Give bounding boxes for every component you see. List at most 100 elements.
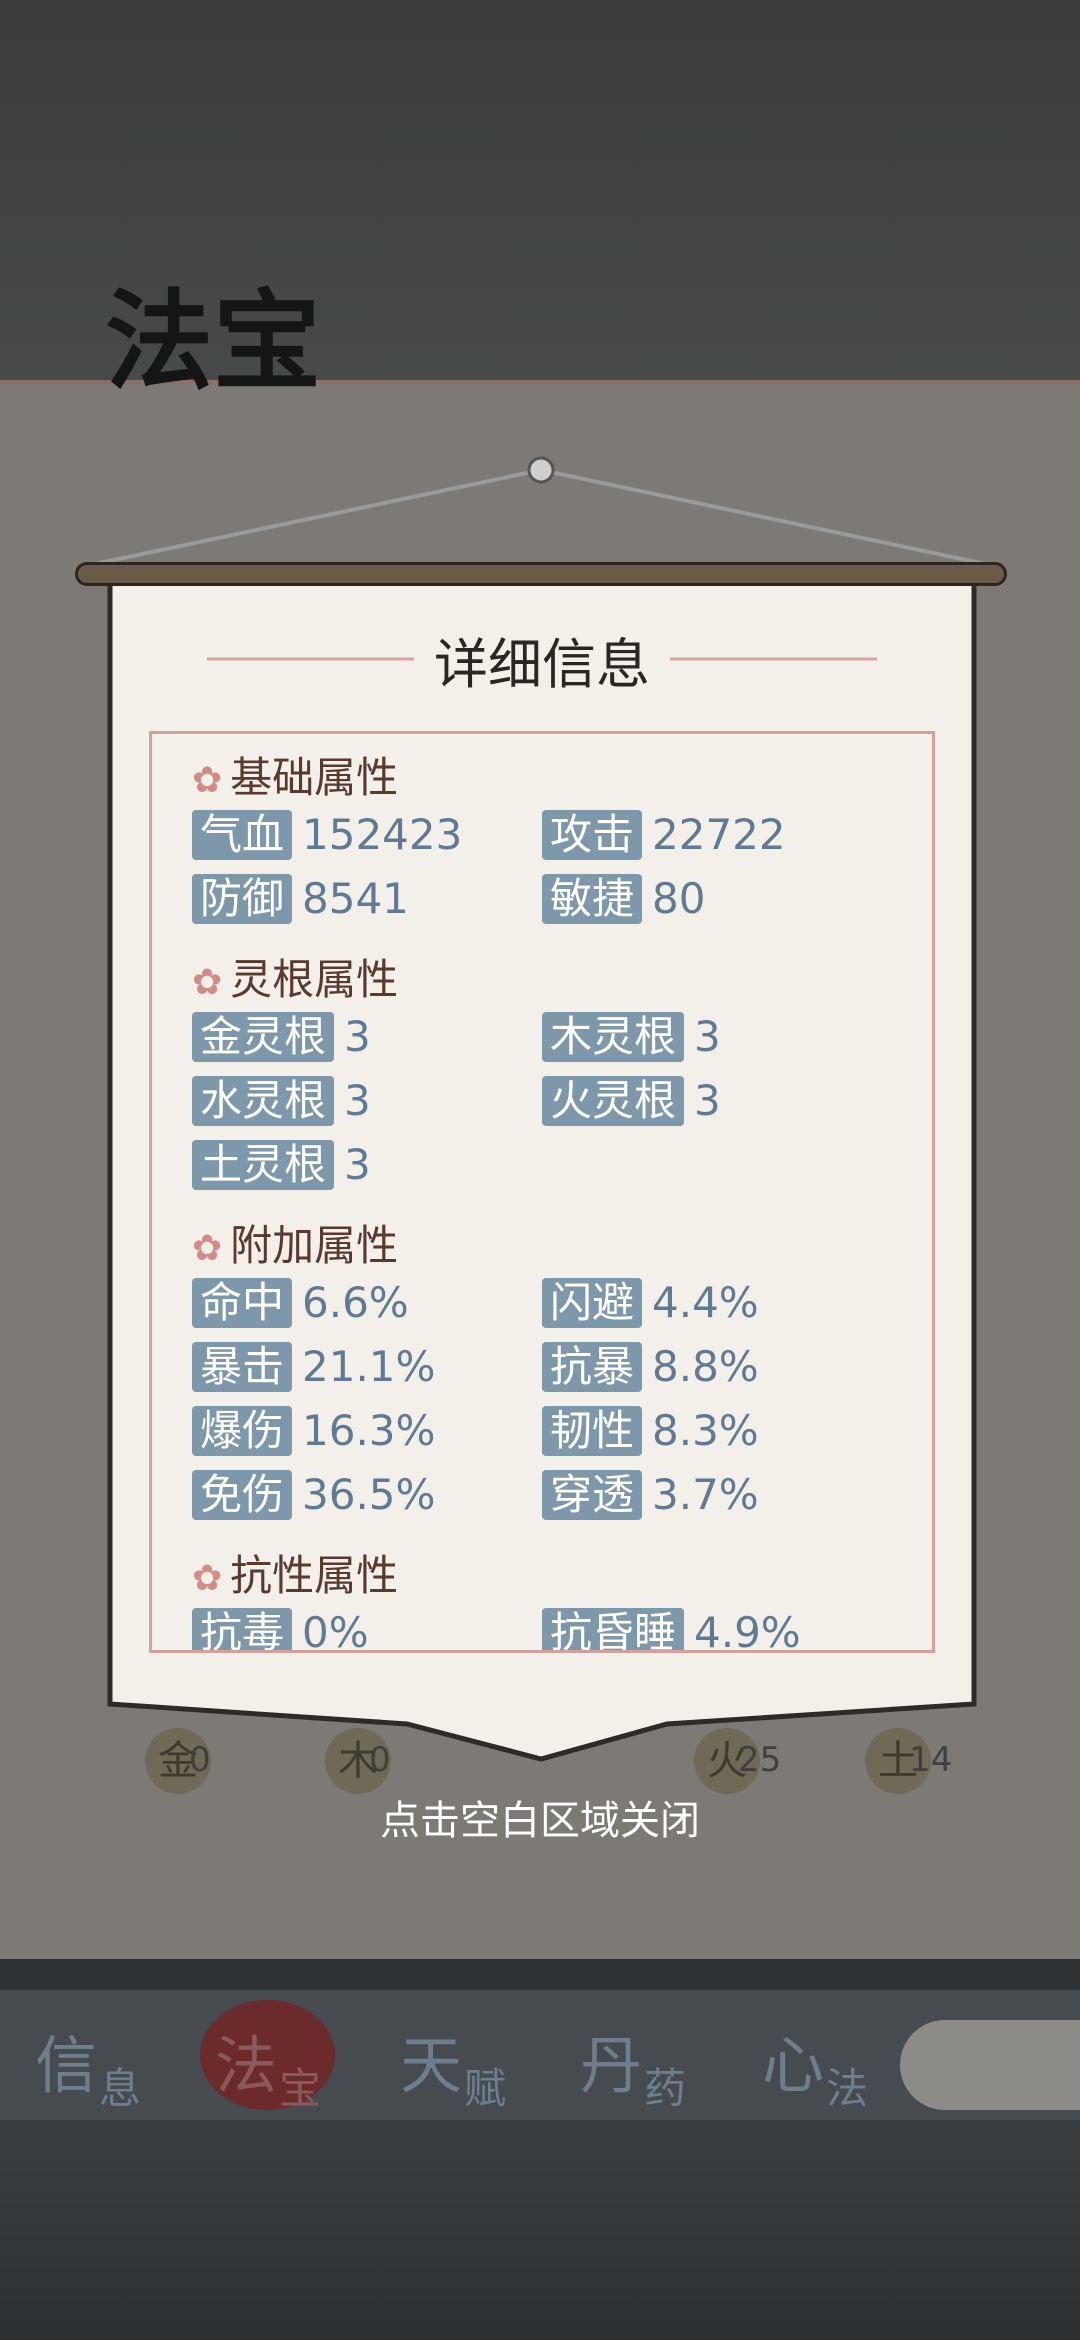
attribute-label: 抗暴 xyxy=(542,1342,643,1392)
nail xyxy=(527,456,555,484)
active-tab-highlight xyxy=(200,2000,335,2110)
attribute-value: 3.7% xyxy=(652,1470,759,1519)
back-button[interactable] xyxy=(900,2020,1080,2110)
element-count: 0 xyxy=(369,1740,391,1780)
attribute-label: 抗昏睡 xyxy=(542,1608,685,1650)
section-header: ✿ 附加属性 xyxy=(192,1212,398,1273)
attribute-value: 3 xyxy=(344,1140,371,1189)
attribute-value: 21.1% xyxy=(302,1342,436,1391)
top-background xyxy=(0,0,1080,380)
attribute-label: 水灵根 xyxy=(192,1076,335,1126)
tab[interactable]: 信息 xyxy=(35,2015,195,2113)
dialog-title-text: 详细信息 xyxy=(414,633,670,696)
tab-main: 法 xyxy=(215,2029,278,2102)
attribute-value: 8.8% xyxy=(652,1342,759,1391)
attribute-box: ✿ 基础属性 气血 152423 攻击 22722 防御 8541 敏捷 80 ✿ 灵根属性 金灵根 3 木… xyxy=(149,731,935,1653)
tab-main: 天 xyxy=(400,2029,463,2102)
section-title: 基础属性 xyxy=(230,753,399,802)
attribute-label: 韧性 xyxy=(542,1406,643,1456)
attribute: 木灵根 3 xyxy=(542,1012,721,1062)
attribute: 命中 6.6% xyxy=(192,1278,409,1328)
page-title: 法宝 xyxy=(105,279,322,405)
attribute-label: 抗毒 xyxy=(192,1608,293,1650)
attribute-value: 6.6% xyxy=(302,1278,409,1327)
section-header: ✿ 抗性属性 xyxy=(192,1542,398,1603)
element-icon: 金 xyxy=(145,1728,211,1794)
flower-icon: ✿ xyxy=(192,962,223,1003)
scroll-paper xyxy=(107,574,977,1762)
tab-sub: 赋 xyxy=(464,2064,507,2113)
attribute: 穿透 3.7% xyxy=(542,1470,759,1520)
paper-shape xyxy=(107,574,977,1762)
tab-sub: 息 xyxy=(99,2064,142,2113)
attribute-value: 8541 xyxy=(302,874,409,923)
attribute-label: 命中 xyxy=(192,1278,293,1328)
flower-icon: ✿ xyxy=(192,760,223,801)
section-title: 灵根属性 xyxy=(230,955,399,1004)
tab-main: 丹 xyxy=(580,2029,643,2102)
attribute: 抗昏睡 4.9% xyxy=(542,1608,801,1653)
string-line xyxy=(89,467,991,567)
scroll-rod xyxy=(75,562,1007,586)
attribute: 防御 8541 xyxy=(192,874,409,924)
attribute-label: 火灵根 xyxy=(542,1076,685,1126)
element-count: 25 xyxy=(738,1740,782,1780)
tab-main: 心 xyxy=(762,2029,825,2102)
attribute-label: 气血 xyxy=(192,810,293,860)
element-icon: 木 xyxy=(325,1728,391,1794)
attribute: 抗毒 0% xyxy=(192,1608,369,1653)
tab-sub: 法 xyxy=(826,2064,869,2113)
attribute-value: 3 xyxy=(344,1076,371,1125)
attribute-label: 金灵根 xyxy=(192,1012,335,1062)
attribute-label: 免伤 xyxy=(192,1470,293,1520)
tab[interactable]: 丹药 xyxy=(580,2015,740,2113)
attribute: 韧性 8.3% xyxy=(542,1406,759,1456)
attribute-label: 攻击 xyxy=(542,810,643,860)
tab[interactable]: 心法 xyxy=(762,2015,922,2113)
element-count: 0 xyxy=(189,1740,211,1780)
attribute-label: 敏捷 xyxy=(542,874,643,924)
section-header: ✿ 基础属性 xyxy=(192,744,398,805)
section-title: 附加属性 xyxy=(230,1221,399,1270)
attribute-value: 3 xyxy=(344,1012,371,1061)
tab[interactable]: 天赋 xyxy=(400,2015,560,2113)
attribute-label: 闪避 xyxy=(542,1278,643,1328)
attribute-label: 防御 xyxy=(192,874,293,924)
attribute-value: 80 xyxy=(652,874,706,923)
tab-sub: 宝 xyxy=(279,2064,322,2113)
attribute: 暴击 21.1% xyxy=(192,1342,435,1392)
attribute-value: 4.9% xyxy=(694,1608,801,1653)
attribute-value: 0% xyxy=(302,1608,369,1653)
scroll-string xyxy=(89,456,991,567)
attribute-value: 152423 xyxy=(302,810,463,859)
element-icon: 土 xyxy=(865,1728,931,1794)
element-count: 14 xyxy=(909,1740,953,1780)
element-icon: 火 xyxy=(694,1728,760,1794)
section-header: ✿ 灵根属性 xyxy=(192,946,398,1007)
attribute-label: 木灵根 xyxy=(542,1012,685,1062)
tab-main: 信 xyxy=(35,2029,98,2102)
attribute-value: 8.3% xyxy=(652,1406,759,1455)
attribute-value: 3 xyxy=(694,1012,721,1061)
attribute-label: 土灵根 xyxy=(192,1140,335,1190)
attribute: 气血 152423 xyxy=(192,810,462,860)
attribute: 金灵根 3 xyxy=(192,1012,371,1062)
attribute-label: 爆伤 xyxy=(192,1406,293,1456)
flower-icon: ✿ xyxy=(192,1558,223,1599)
attribute: 抗暴 8.8% xyxy=(542,1342,759,1392)
attribute: 闪避 4.4% xyxy=(542,1278,759,1328)
attribute: 免伤 36.5% xyxy=(192,1470,435,1520)
tab-sub: 药 xyxy=(644,2064,687,2113)
attribute-label: 穿透 xyxy=(542,1470,643,1520)
attribute-value: 3 xyxy=(694,1076,721,1125)
attribute: 水灵根 3 xyxy=(192,1076,371,1126)
tab[interactable]: 法宝 xyxy=(215,2015,375,2113)
bottom-background xyxy=(0,2120,1080,2340)
close-hint[interactable]: 点击空白区域关闭 xyxy=(380,1798,700,1844)
attribute: 攻击 22722 xyxy=(542,810,786,860)
attribute: 敏捷 80 xyxy=(542,874,705,924)
attribute-label: 暴击 xyxy=(192,1342,293,1392)
attribute: 爆伤 16.3% xyxy=(192,1406,435,1456)
attribute-value: 22722 xyxy=(652,810,786,859)
